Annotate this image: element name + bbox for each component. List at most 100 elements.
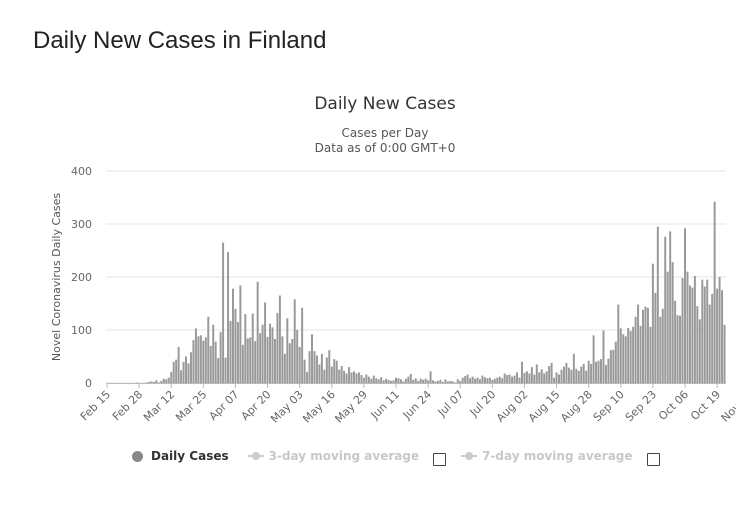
bar[interactable]: [224, 357, 227, 383]
bar[interactable]: [397, 378, 400, 383]
bar[interactable]: [353, 371, 355, 383]
bar[interactable]: [355, 373, 358, 383]
bar[interactable]: [560, 369, 563, 383]
bar[interactable]: [189, 352, 192, 383]
bar[interactable]: [644, 306, 647, 383]
bar[interactable]: [306, 371, 309, 383]
bar[interactable]: [348, 367, 351, 383]
bar[interactable]: [404, 378, 407, 383]
bar[interactable]: [231, 288, 234, 383]
bar[interactable]: [706, 279, 709, 383]
bar[interactable]: [152, 381, 155, 383]
bar[interactable]: [721, 290, 724, 383]
bar[interactable]: [150, 381, 153, 383]
bar[interactable]: [684, 228, 686, 383]
bar[interactable]: [649, 326, 652, 383]
bar[interactable]: [548, 366, 551, 383]
bar[interactable]: [390, 380, 393, 383]
bar[interactable]: [587, 360, 590, 383]
bar[interactable]: [204, 337, 207, 383]
bar[interactable]: [432, 380, 435, 383]
bar[interactable]: [427, 380, 430, 383]
bar[interactable]: [387, 379, 390, 383]
bar[interactable]: [540, 369, 543, 383]
bar[interactable]: [157, 382, 160, 383]
bar[interactable]: [565, 362, 568, 383]
bar[interactable]: [498, 376, 501, 383]
bar[interactable]: [508, 374, 511, 383]
bar[interactable]: [147, 381, 150, 383]
bar[interactable]: [567, 367, 570, 383]
bar[interactable]: [318, 364, 321, 383]
bar[interactable]: [246, 338, 249, 383]
bar[interactable]: [716, 288, 719, 383]
bar[interactable]: [209, 345, 212, 383]
bar[interactable]: [604, 364, 607, 383]
bar[interactable]: [194, 328, 197, 383]
bar[interactable]: [614, 341, 617, 383]
bar[interactable]: [234, 308, 237, 383]
bar[interactable]: [698, 319, 701, 383]
bar[interactable]: [451, 381, 454, 383]
bars-daily-cases[interactable]: [135, 201, 726, 384]
bar[interactable]: [291, 339, 294, 383]
bar[interactable]: [688, 285, 691, 383]
bar[interactable]: [513, 375, 516, 383]
bar[interactable]: [330, 366, 333, 383]
bar[interactable]: [708, 304, 711, 383]
bar[interactable]: [217, 358, 220, 383]
bar[interactable]: [595, 361, 598, 383]
bar[interactable]: [135, 382, 138, 383]
bar[interactable]: [311, 334, 313, 383]
bar[interactable]: [362, 377, 365, 383]
bar[interactable]: [182, 361, 185, 383]
bar[interactable]: [580, 366, 583, 383]
bar[interactable]: [424, 378, 427, 383]
bar[interactable]: [229, 320, 232, 383]
bar[interactable]: [691, 287, 694, 383]
bar[interactable]: [414, 378, 417, 383]
bar[interactable]: [622, 334, 625, 383]
bar[interactable]: [320, 353, 323, 383]
bar[interactable]: [261, 324, 264, 383]
bar[interactable]: [185, 356, 188, 384]
bar[interactable]: [496, 377, 499, 383]
bar[interactable]: [474, 378, 477, 383]
bar[interactable]: [570, 369, 573, 383]
bar[interactable]: [506, 375, 509, 383]
bar[interactable]: [478, 379, 481, 383]
bar[interactable]: [264, 302, 267, 383]
bar[interactable]: [256, 281, 259, 383]
bar[interactable]: [145, 382, 148, 383]
bar[interactable]: [360, 375, 363, 383]
bar[interactable]: [273, 339, 276, 383]
bar[interactable]: [503, 373, 506, 383]
bar[interactable]: [693, 275, 696, 383]
bar[interactable]: [286, 318, 289, 383]
bar[interactable]: [696, 306, 699, 383]
bar[interactable]: [629, 331, 632, 383]
bar[interactable]: [609, 350, 612, 383]
bar[interactable]: [553, 377, 556, 383]
bar[interactable]: [219, 332, 222, 383]
bar[interactable]: [429, 371, 432, 383]
bar[interactable]: [328, 350, 331, 383]
bar[interactable]: [476, 377, 479, 383]
bar[interactable]: [666, 271, 669, 383]
bar[interactable]: [723, 324, 726, 383]
bar[interactable]: [236, 322, 239, 383]
bar[interactable]: [501, 378, 504, 383]
bar[interactable]: [197, 336, 200, 383]
bar[interactable]: [627, 327, 630, 383]
bar[interactable]: [681, 278, 684, 383]
legend-item-7day-average[interactable]: 7-day moving average: [461, 449, 633, 463]
bar[interactable]: [469, 378, 472, 383]
bar[interactable]: [679, 315, 682, 383]
bar[interactable]: [303, 359, 306, 383]
bar[interactable]: [602, 330, 605, 383]
bar[interactable]: [333, 359, 336, 383]
bar[interactable]: [422, 379, 425, 383]
bar[interactable]: [251, 313, 254, 383]
bar[interactable]: [634, 316, 637, 383]
bar[interactable]: [172, 361, 175, 383]
